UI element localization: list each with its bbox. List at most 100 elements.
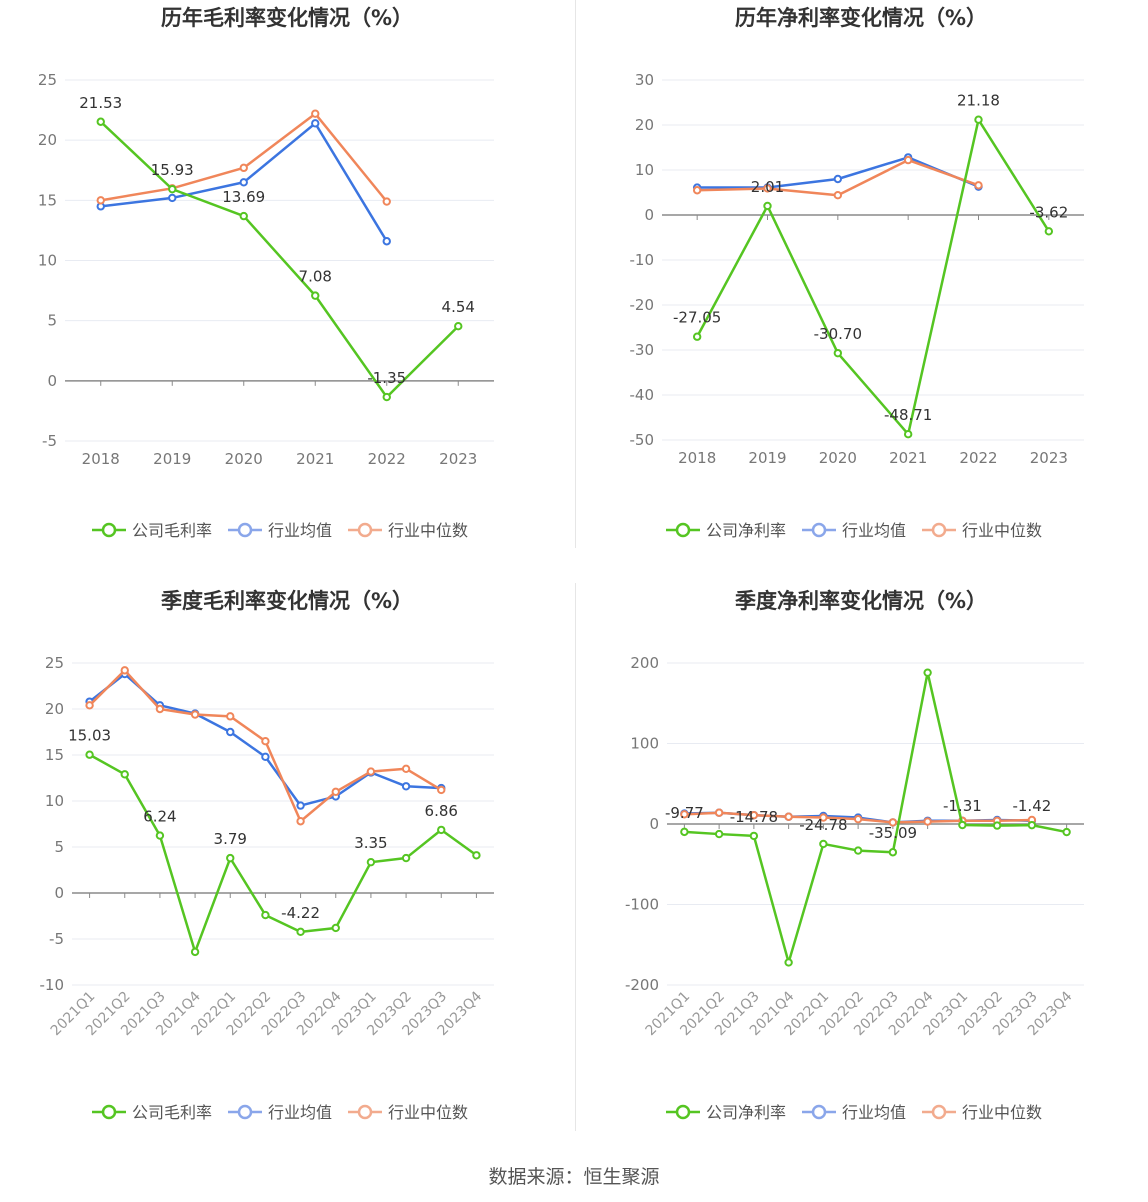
chart-canvas: 历年毛利率变化情况（%） -5 0 5 10 15 20 25 2018 2019 2020 2021… — [38, 6, 494, 540]
quarterly-gross-margin-chart: 季度毛利率变化情况（%） -10 -5 0 5 10 15 20 25 2021Q1 2021Q2 2… — [0, 583, 574, 1166]
x-tick-label: 2020 — [819, 449, 857, 467]
company-point — [239, 211, 248, 221]
annual-gross-margin-chart: 历年毛利率变化情况（%） -5 0 5 10 15 20 25 2018 2019 2020 2021… — [0, 0, 574, 583]
legend-swatch-marker — [811, 1104, 827, 1120]
industry-median-point — [888, 818, 898, 827]
legend-label: 行业中位数 — [388, 521, 468, 540]
y-tick-label: 15 — [45, 746, 64, 764]
company-point — [190, 947, 200, 957]
y-tick-label: 0 — [47, 372, 57, 390]
chart-canvas: 历年净利率变化情况（%） -50 -40 -30 -20 -10 0 10 20 30 2018 20… — [630, 6, 1084, 540]
y-tick-label: 0 — [649, 815, 659, 833]
data-source-note: 数据来源：恒生聚源 — [488, 1166, 660, 1188]
legend-label: 行业均值 — [268, 1103, 332, 1122]
legend-item-company: 公司毛利率 — [92, 1103, 212, 1122]
legend-label: 行业中位数 — [962, 1103, 1042, 1122]
legend-item-industry-median: 行业中位数 — [348, 521, 468, 540]
data-label: 15.93 — [151, 161, 194, 179]
annual-net-margin-chart: 历年净利率变化情况（%） -50 -40 -30 -20 -10 0 10 20 30 2018 20… — [574, 0, 1148, 583]
data-label: -3.62 — [1029, 203, 1068, 221]
y-tick-label: -20 — [630, 296, 655, 314]
company-line — [88, 753, 478, 954]
data-label: 7.08 — [299, 268, 332, 286]
legend-item-industry-median: 行业中位数 — [348, 1103, 468, 1122]
x-tick-label: 2020 — [225, 450, 263, 468]
y-tick-label: 10 — [45, 792, 64, 810]
y-tick-label: -5 — [42, 432, 57, 450]
industry-median-point — [366, 767, 376, 776]
x-tick-label: 2022 — [959, 449, 997, 467]
quarterly-net-margin-chart: 季度净利率变化情况（%） -200 -100 0 100 200 2021Q1 2021Q2 2… — [574, 583, 1148, 1166]
y-tick-label: -40 — [630, 386, 655, 404]
industry-average-point — [261, 752, 270, 762]
company-point — [903, 429, 913, 439]
industry-median-point — [714, 808, 724, 817]
company-point — [261, 910, 270, 920]
data-label: 6.24 — [143, 808, 176, 826]
legend-swatch-marker — [811, 522, 827, 538]
industry-median-point — [190, 710, 200, 719]
legend-label: 行业中位数 — [962, 521, 1042, 540]
x-tick-label: 2023 — [1030, 449, 1068, 467]
legend-item-industry-median: 行业中位数 — [922, 521, 1042, 540]
x-tick-label: 2022 — [368, 450, 406, 468]
company-point — [784, 958, 793, 967]
industry-median-point — [401, 764, 411, 774]
industry-median-point — [833, 191, 843, 200]
industry-average-point — [382, 237, 391, 246]
industry-median-point — [85, 701, 94, 710]
industry-average-point — [226, 727, 235, 737]
company-point — [763, 201, 772, 211]
company-point — [958, 820, 967, 830]
industry-median-point — [296, 817, 305, 826]
industry-median-point — [784, 812, 793, 821]
legend-item-industry-median: 行业中位数 — [922, 1103, 1042, 1122]
y-tick-label: 20 — [635, 116, 654, 134]
industry-average-point — [401, 782, 411, 791]
legend-swatch-marker — [101, 1104, 117, 1120]
company-point — [382, 392, 391, 402]
y-tick-label: -5 — [49, 930, 64, 948]
legend-item-industry-average: 行业均值 — [802, 1103, 906, 1122]
legend-swatch-marker — [357, 1104, 373, 1120]
y-tick-label: 25 — [38, 71, 57, 89]
company-line — [99, 120, 460, 399]
y-tick-label: 20 — [45, 700, 64, 718]
y-tick-label: 5 — [47, 312, 57, 330]
legend-swatch-marker — [237, 1104, 253, 1120]
x-tick-label: 2021 — [889, 449, 927, 467]
y-tick-label: -50 — [630, 431, 655, 449]
x-tick-label: 2018 — [82, 450, 120, 468]
y-tick-label: 0 — [644, 206, 654, 224]
industry-median-point — [311, 109, 320, 118]
y-tick-label: 0 — [54, 884, 64, 902]
y-tick-label: -30 — [630, 341, 655, 359]
chart-title: 季度净利率变化情况（%） — [735, 589, 987, 613]
industry-median-point — [155, 704, 165, 714]
legend-swatch-marker — [101, 522, 117, 538]
legend-swatch-marker — [357, 522, 373, 538]
company-point — [853, 846, 863, 855]
legend-item-company: 公司净利率 — [666, 1103, 786, 1122]
industry-median-point — [819, 813, 828, 822]
y-tick-label: 200 — [630, 654, 659, 672]
industry-median-point — [239, 163, 248, 173]
legend-item-company: 公司净利率 — [666, 521, 786, 540]
company-point — [311, 291, 320, 300]
company-line — [696, 118, 1050, 436]
company-point — [120, 770, 129, 779]
y-tick-label: -10 — [40, 976, 65, 994]
company-point — [437, 825, 446, 835]
company-point — [749, 831, 759, 841]
y-tick-label: 15 — [38, 191, 57, 209]
chart-canvas: 季度毛利率变化情况（%）-10-505101520252021Q12021Q22… — [40, 589, 494, 1122]
panel-divider-top — [575, 0, 576, 548]
x-tick-label: 2019 — [153, 450, 191, 468]
y-tick-label: 10 — [38, 252, 57, 270]
industry-median-point — [749, 810, 759, 820]
company-point — [96, 117, 105, 126]
company-point — [85, 750, 94, 759]
industry-median-point — [437, 785, 446, 795]
industry-median-point — [680, 810, 689, 819]
company-point — [1044, 227, 1054, 236]
